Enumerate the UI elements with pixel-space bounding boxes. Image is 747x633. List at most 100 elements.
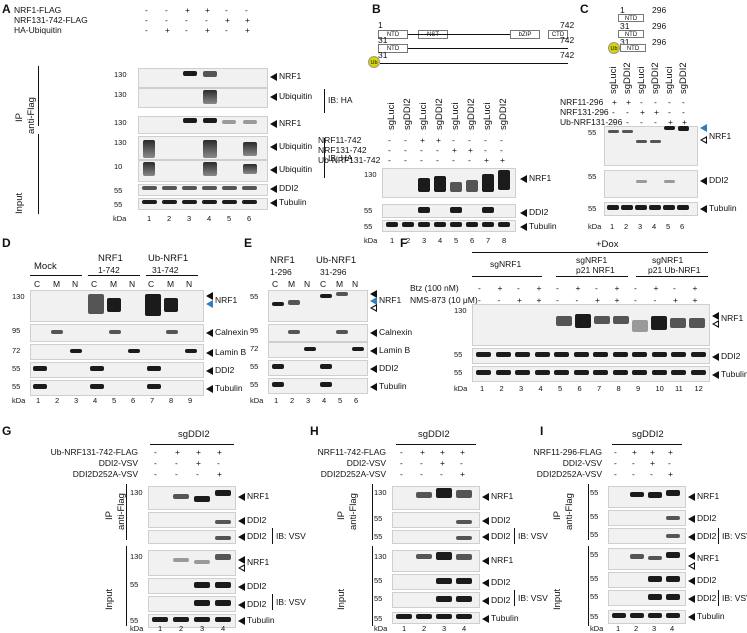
- band-arrow: [238, 583, 245, 591]
- band-arrow: [270, 166, 277, 174]
- mw-marker: 55: [250, 380, 259, 389]
- band-arrow: [688, 577, 695, 585]
- protein-band: [152, 617, 168, 622]
- condition-label: DDI2D252A-VSV: [536, 469, 602, 479]
- condition-sign: -: [682, 97, 685, 107]
- panel-label-B: B: [372, 2, 381, 16]
- band-arrow: [270, 73, 277, 81]
- protein-band: [678, 126, 689, 131]
- protein-band: [402, 222, 414, 227]
- lane-number: 5: [454, 236, 459, 245]
- condition-label: DDI2-VSV: [98, 458, 138, 468]
- band-arrow: [370, 383, 377, 391]
- ubiquitin-smear: [143, 140, 155, 158]
- sg-label: sgDDI2: [632, 429, 664, 440]
- protein-band: [456, 520, 472, 524]
- protein-band: [450, 207, 462, 213]
- group-label: Mock: [34, 261, 57, 272]
- mw-marker: 130: [454, 306, 467, 315]
- lane-number: 7: [486, 236, 491, 245]
- condition-sign: -: [478, 295, 481, 305]
- protein-band: [630, 554, 644, 559]
- protein-band: [173, 617, 189, 622]
- protein-band: [434, 176, 446, 192]
- row-label: Tubulin: [379, 381, 407, 391]
- blot-row: [148, 578, 236, 594]
- condition-sign: -: [654, 97, 657, 107]
- row-label: DDI2: [491, 595, 511, 605]
- protein-band: [632, 352, 647, 357]
- protein-band: [630, 492, 644, 497]
- protein-band: [632, 320, 648, 332]
- input-label: Input: [336, 588, 347, 610]
- condition-label: DDI2-VSV: [562, 458, 602, 468]
- mw-marker: 55: [12, 364, 21, 373]
- mw-marker: 55: [590, 574, 599, 583]
- condition-sign: -: [668, 107, 671, 117]
- construct-line: [408, 34, 510, 35]
- protein-band: [320, 294, 332, 298]
- condition-sign: +: [650, 458, 655, 468]
- row-label: NRF1: [379, 295, 402, 305]
- band-arrow: [688, 533, 695, 541]
- mw-marker: 55: [114, 186, 123, 195]
- condition-sign: -: [440, 469, 443, 479]
- lane-number: 4: [462, 624, 467, 633]
- band-arrow: [206, 367, 213, 375]
- condition-sign: -: [388, 145, 391, 155]
- protein-band: [450, 182, 462, 192]
- panel-label-D: D: [2, 236, 11, 250]
- protein-band: [495, 370, 511, 375]
- protein-band: [436, 596, 452, 602]
- band-arrow: [238, 556, 245, 564]
- lane-number: 3: [422, 236, 427, 245]
- condition-sign: -: [668, 97, 671, 107]
- band-arrow-open: [712, 320, 719, 328]
- group-bracket: [588, 546, 589, 626]
- dom-num: 31: [620, 37, 630, 47]
- band-arrow: [206, 292, 213, 300]
- lane-number: 6: [680, 222, 685, 231]
- condition-sign: -: [154, 447, 157, 457]
- protein-band: [632, 370, 647, 375]
- sg-label: sgDDI2: [402, 98, 413, 130]
- fraction-label: N: [186, 279, 193, 289]
- mw-marker: 130: [364, 170, 377, 179]
- dom-num: 742: [560, 20, 575, 30]
- condition-sign: -: [404, 155, 407, 165]
- lane-number: 7: [597, 384, 602, 393]
- condition-sign: +: [536, 295, 542, 305]
- anti-flag-label: anti-Flag: [564, 493, 575, 530]
- condition-sign: -: [154, 458, 157, 468]
- protein-band: [194, 496, 210, 502]
- protein-band: [689, 318, 705, 328]
- ubiquitin-smear: [203, 90, 217, 104]
- band-arrow-blue: [370, 297, 377, 305]
- band-arrow: [520, 209, 527, 217]
- protein-band: [202, 186, 217, 190]
- lane-number: 3: [187, 214, 192, 223]
- condition-sign: -: [225, 5, 228, 15]
- condition-sign: +: [640, 107, 645, 117]
- condition-label: Ub-NRF131-742: [318, 155, 381, 165]
- group-bracket: [38, 66, 39, 126]
- condition-sign: +: [654, 107, 659, 117]
- protein-band: [386, 222, 398, 227]
- sg-underline: [396, 444, 476, 445]
- protein-band: [202, 200, 217, 204]
- band-arrow: [688, 595, 695, 603]
- mw-marker: 130: [374, 488, 387, 497]
- condition-sign: -: [626, 117, 629, 127]
- condition-sign: +: [614, 283, 620, 293]
- sg-label: sgLuci: [664, 66, 675, 94]
- dom-num: 742: [560, 50, 575, 60]
- mw-marker: 55: [590, 512, 599, 521]
- condition-sign: +: [468, 145, 473, 155]
- protein-band: [466, 180, 478, 192]
- condition-sign: -: [634, 283, 637, 293]
- fraction-label: M: [336, 279, 344, 289]
- protein-band: [70, 349, 82, 353]
- condition-sign: +: [440, 458, 445, 468]
- condition-sign: -: [145, 25, 148, 35]
- sg-label: sgLuci: [386, 102, 397, 130]
